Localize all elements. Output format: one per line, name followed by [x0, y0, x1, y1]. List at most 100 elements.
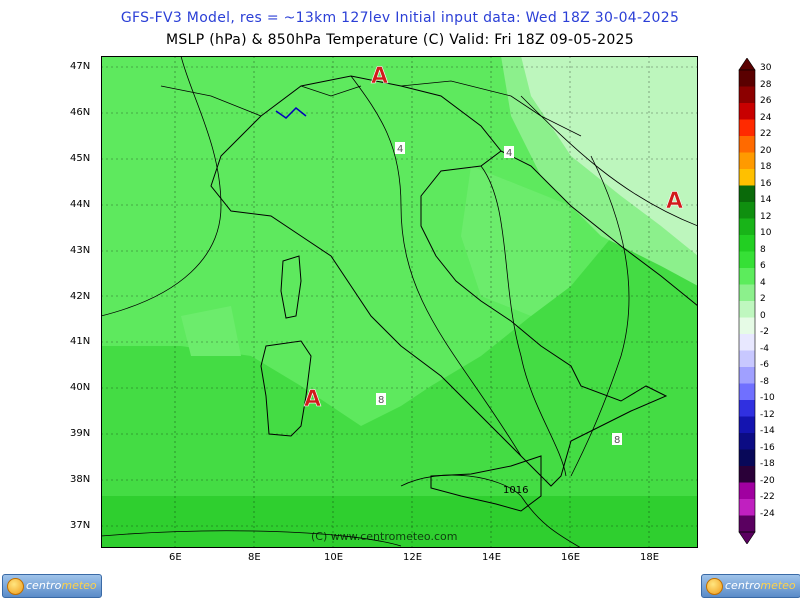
isobar-label-1016: 1016: [503, 485, 528, 496]
colorbar-tick-label: 26: [760, 96, 772, 106]
colorbar-swatch: [739, 499, 755, 516]
colorbar-swatch: [739, 350, 755, 368]
centrometeo-logo-left[interactable]: centrometeo: [2, 574, 102, 598]
colorbar-swatch: [739, 251, 755, 269]
temp-band-adriatic: [461, 166, 571, 316]
lon-label-18e: 18E: [640, 552, 660, 563]
colorbar-tick-label: -4: [760, 343, 769, 354]
lon-label-16e: 16E: [561, 552, 581, 563]
lon-label-8e: 8E: [248, 552, 261, 563]
colorbar-tick-label: 22: [760, 129, 772, 139]
lat-label-44n: 44N: [70, 199, 91, 210]
colorbar-bottom-arrow: [738, 531, 756, 544]
colorbar-swatch: [739, 400, 755, 417]
colorbar-swatch: [739, 235, 755, 252]
isobar-label-8b: 8: [614, 435, 620, 446]
lat-label-38n: 38N: [70, 474, 91, 485]
isobar-line: [520, 95, 698, 227]
sicily-coastline: [430, 455, 542, 512]
colorbar-swatch: [739, 152, 755, 170]
italy-coastline: [210, 75, 668, 487]
high-pressure-marker: A: [371, 64, 388, 89]
corsica-coastline: [280, 255, 302, 319]
header-title-line1: GFS-FV3 Model, res = ~13km 127lev Initia…: [120, 10, 680, 26]
colorbar-tick-label: 12: [760, 211, 772, 222]
colorbar-tick-label: 10: [760, 228, 772, 238]
sardinia-coastline: [260, 340, 312, 437]
colorbar-swatch: [739, 317, 755, 335]
colorbar-tick-label: 8: [760, 244, 766, 255]
high-pressure-marker: A: [304, 387, 321, 412]
colorbar-tick-label: 16: [760, 178, 772, 189]
colorbar-tick-label: -20: [760, 475, 775, 486]
isobar-line: [570, 155, 630, 477]
colorbar-swatch: [739, 383, 755, 401]
temperature-colorbar: [738, 58, 756, 544]
colorbar-swatch: [739, 136, 755, 153]
isobar-line: [350, 75, 522, 457]
colorbar-tick-label: 20: [760, 145, 772, 156]
temp-patch: [181, 306, 241, 356]
lat-label-41n: 41N: [70, 336, 91, 347]
colorbar-swatch: [739, 367, 755, 384]
high-pressure-marker: A: [666, 189, 683, 214]
isobar-line: [480, 165, 567, 477]
colorbar-tick-label: 24: [760, 112, 772, 123]
centrometeo-logo-right[interactable]: centrometeo: [701, 574, 800, 598]
colorbar-swatch: [739, 119, 755, 137]
colorbar-tick-label: 18: [760, 162, 772, 172]
isobar-label-box: [612, 433, 622, 445]
colorbar-swatch: [739, 103, 755, 120]
colorbar-swatch: [739, 284, 755, 302]
colorbar-swatch: [739, 185, 755, 203]
colorbar-tick-label: -18: [760, 459, 775, 469]
colorbar-tick-label: 2: [760, 294, 766, 304]
colorbar-tick-label: 0: [760, 310, 766, 321]
lat-label-46n: 46N: [70, 107, 91, 118]
isobar-line: [101, 56, 222, 317]
colorbar-swatch: [739, 449, 755, 467]
lat-label-43n: 43N: [70, 245, 91, 256]
colorbar-frame: [738, 69, 756, 533]
colorbar-swatch: [739, 433, 755, 450]
lat-label-42n: 42N: [70, 291, 91, 302]
colorbar-swatch: [739, 334, 755, 351]
lat-label-40n: 40N: [70, 382, 91, 393]
colorbar-tick-label: -12: [760, 409, 775, 420]
colorbar-swatch: [739, 86, 755, 104]
lat-label-45n: 45N: [70, 153, 91, 164]
temp-band-south: [101, 496, 698, 548]
colorbar-tick-label: -24: [760, 508, 775, 519]
map-frame: [101, 56, 698, 548]
colorbar-tick-label: -8: [760, 376, 769, 387]
lon-label-12e: 12E: [403, 552, 423, 563]
isobar-label-8a: 8: [378, 395, 384, 406]
map-watermark: (C) www.centrometeo.com: [311, 530, 457, 543]
isobar-label-4b: 4: [506, 148, 512, 159]
colorbar-swatch: [739, 202, 755, 219]
lon-label-6e: 6E: [169, 552, 182, 563]
colorbar-swatch: [739, 466, 755, 483]
header-title-line2: MSLP (hPa) & 850hPa Temperature (C) Vali…: [166, 32, 634, 48]
colorbar-swatch: [739, 268, 755, 285]
colorbar-tick-label: 14: [760, 195, 772, 205]
lon-label-10e: 10E: [324, 552, 344, 563]
colorbar-swatch: [739, 482, 755, 500]
lat-label-47n: 47N: [70, 61, 91, 72]
lat-lon-grid: [101, 56, 698, 548]
colorbar-swatch: [739, 416, 755, 434]
isobar-line: [101, 530, 402, 547]
colorbar-tick-label: -14: [760, 426, 775, 436]
lon-label-14e: 14E: [482, 552, 502, 563]
isobar-line: [400, 474, 582, 548]
globe-icon: [706, 578, 723, 595]
temp-band-2: [521, 56, 698, 256]
lat-label-37n: 37N: [70, 520, 91, 531]
isobar-label-box: [395, 142, 405, 154]
globe-icon: [7, 578, 24, 595]
colorbar-tick-label: -16: [760, 442, 775, 453]
colorbar-tick-label: 28: [760, 79, 772, 90]
colorbar-top-arrow: [738, 58, 756, 71]
logo-text: centrometeo: [26, 579, 97, 592]
colorbar-tick-label: 4: [760, 277, 766, 288]
